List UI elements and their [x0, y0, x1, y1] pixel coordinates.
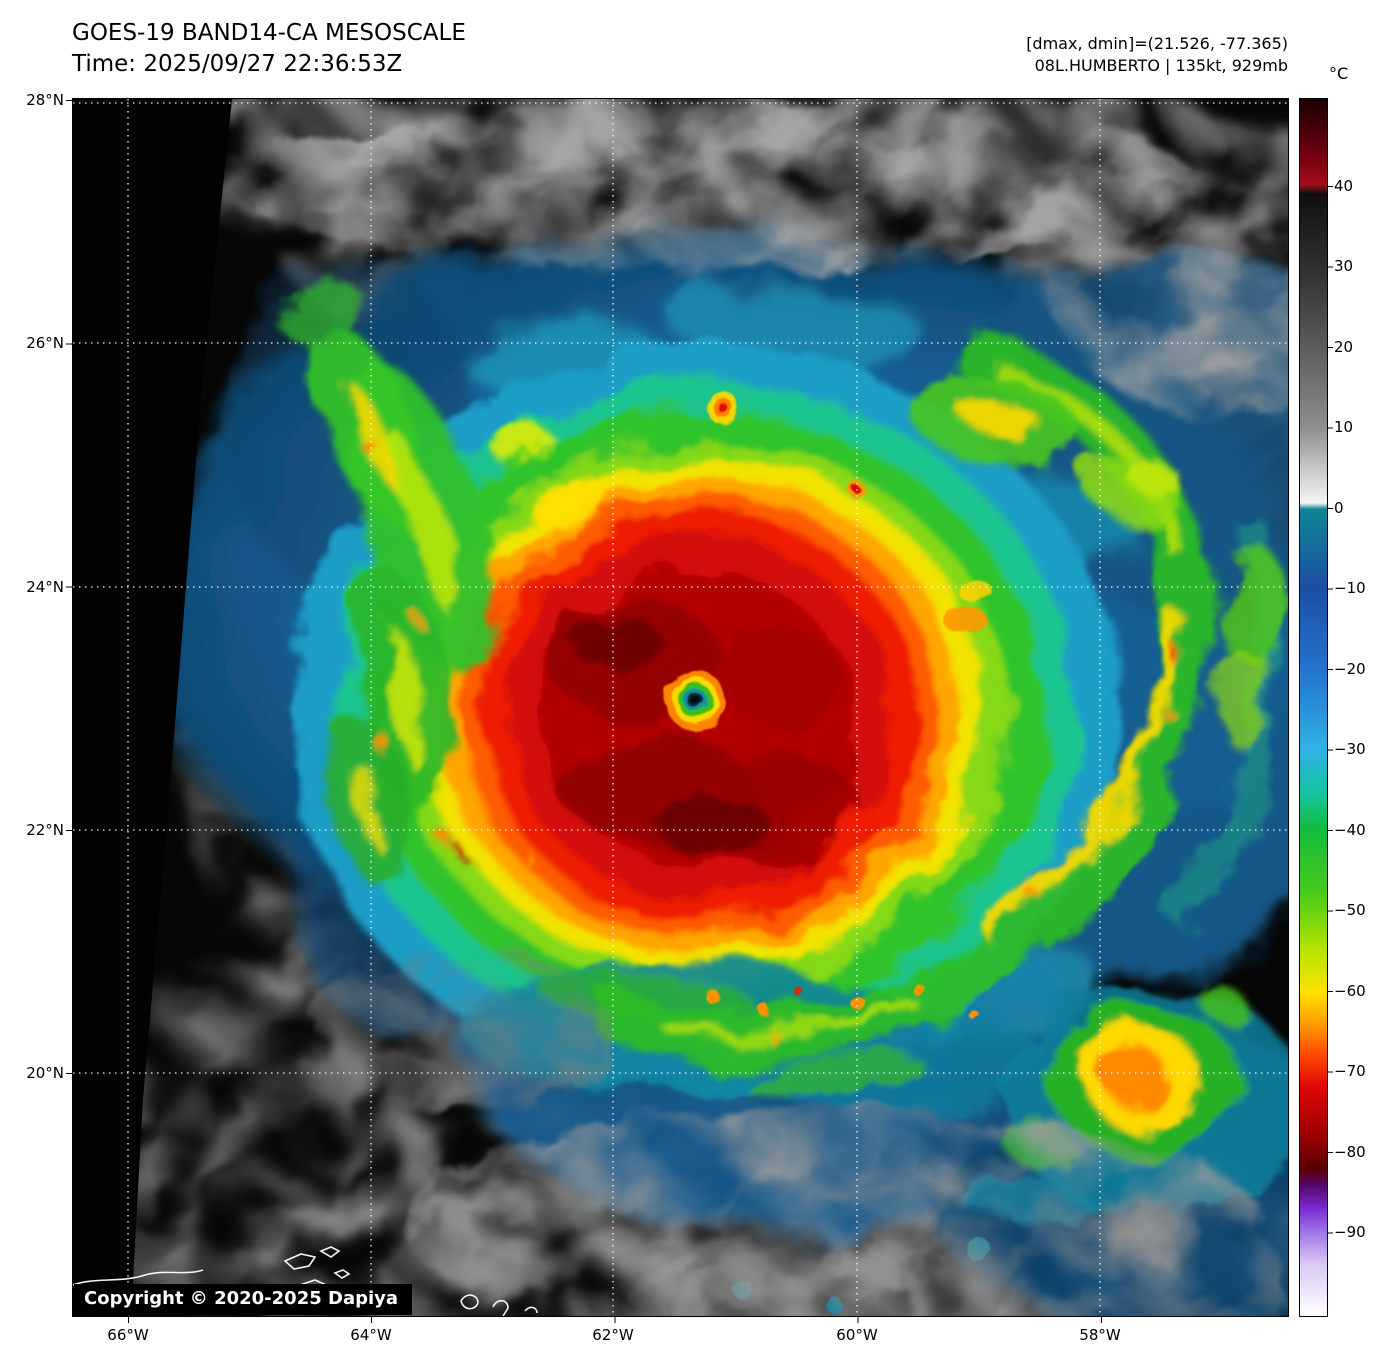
- lon-label-58w: 58°W: [1079, 1326, 1121, 1344]
- cbar-label-20: 20: [1334, 338, 1354, 356]
- northeast-cells: [908, 372, 1187, 522]
- lat-axis-ticks: [66, 99, 73, 1075]
- cbar-label-m40: −40: [1334, 821, 1366, 839]
- map-plot: Copyright © 2020-2025 Dapiya: [72, 98, 1289, 1317]
- cbar-label-m20: −20: [1334, 660, 1366, 678]
- cbar-label-m70: −70: [1334, 1062, 1366, 1080]
- cbar-label-0: 0: [1334, 499, 1344, 517]
- cbar-label-m90: −90: [1334, 1223, 1366, 1241]
- lon-label-66w: 66°W: [107, 1326, 149, 1344]
- hurricane-eye: [665, 670, 725, 730]
- colorbar-ticks: [1328, 185, 1333, 1234]
- lat-label-28n: 28°N: [26, 91, 64, 109]
- cbar-label-m10: −10: [1334, 579, 1366, 597]
- cbar-label-m50: −50: [1334, 901, 1366, 919]
- colorbar-unit-label: °C: [1329, 64, 1349, 83]
- product-title: GOES-19 BAND14-CA MESOSCALE: [72, 20, 466, 46]
- cbar-label-10: 10: [1334, 418, 1354, 436]
- copyright-watermark: Copyright © 2020-2025 Dapiya: [74, 1284, 413, 1315]
- lat-label-20n: 20°N: [26, 1064, 64, 1082]
- cbar-label-m30: −30: [1334, 740, 1366, 758]
- lon-axis-ticks: [127, 1316, 1103, 1323]
- lon-label-60w: 60°W: [836, 1326, 878, 1344]
- graticule-gridlines: [73, 99, 1288, 1316]
- cbar-label-30: 30: [1334, 257, 1354, 275]
- lat-label-26n: 26°N: [26, 334, 64, 352]
- west-convective-bands: [287, 286, 614, 888]
- scan-edge-wedge: [73, 99, 232, 1316]
- lon-label-64w: 64°W: [350, 1326, 392, 1344]
- cbar-label-m60: −60: [1334, 982, 1366, 1000]
- lat-label-22n: 22°N: [26, 821, 64, 839]
- cbar-label-40: 40: [1334, 177, 1354, 195]
- storm-info: 08L.HUMBERTO | 135kt, 929mb: [1034, 56, 1288, 75]
- colorbar: [1299, 98, 1328, 1317]
- header-right: [dmax, dmin]=(21.526, -77.365) 08L.HUMBE…: [1026, 34, 1288, 75]
- header-left: GOES-19 BAND14-CA MESOSCALE Time: 2025/0…: [72, 20, 466, 77]
- satellite-image: [73, 99, 1288, 1316]
- timestamp: Time: 2025/09/27 22:36:53Z: [72, 51, 403, 77]
- dmax-dmin-readout: [dmax, dmin]=(21.526, -77.365): [1026, 34, 1288, 53]
- lat-label-24n: 24°N: [26, 578, 64, 596]
- high-gray-wisps: [223, 99, 1288, 1316]
- cbar-label-m80: −80: [1334, 1143, 1366, 1161]
- lon-label-62w: 62°W: [592, 1326, 634, 1344]
